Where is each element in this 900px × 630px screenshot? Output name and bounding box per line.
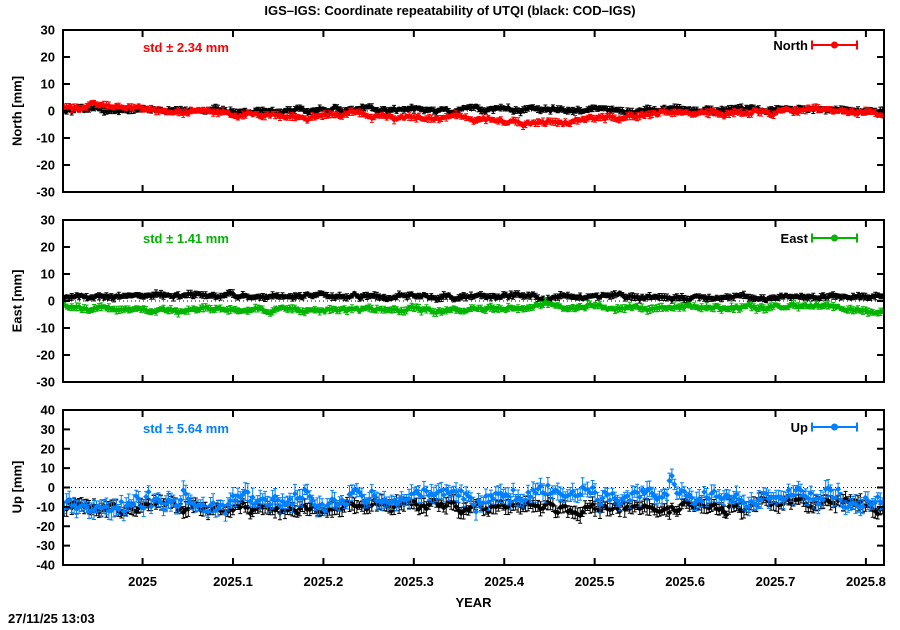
y-tick-label: 10 [41, 77, 55, 92]
ticks-east: -30 -20 -10 0 10 20 30 [36, 213, 884, 390]
x-tick-label: 2025.3 [394, 574, 434, 589]
y-tick-label: -10 [36, 321, 55, 336]
y-tick-label: 30 [41, 23, 55, 38]
x-tick-label: 2025.5 [575, 574, 615, 589]
series-up-igs-igs [64, 468, 883, 522]
y-tick-label: 30 [41, 213, 55, 228]
ticks-north: -30 -20 -10 0 10 20 30 [36, 23, 884, 200]
y-tick-label: -20 [36, 348, 55, 363]
std-annotation-up: std ± 5.64 mm [143, 421, 229, 436]
x-tick-label: 2025.6 [665, 574, 705, 589]
series-north-igs-igs [64, 99, 883, 130]
y-tick-label: -40 [36, 558, 55, 573]
y-tick-label: 10 [41, 267, 55, 282]
legend-label-up: Up [790, 420, 808, 435]
series-east-igs-igs [64, 297, 883, 318]
y-tick-label: -20 [36, 519, 55, 534]
y-tick-label: 0 [48, 480, 55, 495]
x-tick-label: 2025 [128, 574, 157, 589]
legend-sample-up [811, 422, 858, 432]
timestamp: 27/11/25 13:03 [8, 611, 95, 626]
y-tick-label: 0 [48, 294, 55, 309]
y-tick-label: -20 [36, 158, 55, 173]
y-tick-label: 40 [41, 403, 55, 418]
y-tick-label: -30 [36, 538, 55, 553]
y-tick-label: 10 [41, 461, 55, 476]
y-axis-label-east: East [mm] [9, 269, 25, 333]
x-tick-label: 2025.7 [756, 574, 796, 589]
std-annotation-north: std ± 2.34 mm [143, 40, 229, 55]
chart-title: IGS–IGS: Coordinate repeatability of UTQ… [264, 3, 636, 18]
legend-sample-north [811, 40, 858, 50]
y-tick-label: 20 [41, 240, 55, 255]
y-tick-label: 20 [41, 441, 55, 456]
legend-label-north: North [773, 38, 808, 53]
y-axis-label-north: North [mm] [9, 75, 25, 147]
series-east-cod-igs [64, 289, 883, 304]
x-axis-label: YEAR [455, 595, 492, 610]
x-tick-label: 2025.4 [484, 574, 525, 589]
x-tick-label: 2025.1 [213, 574, 253, 589]
y-tick-label: 20 [41, 50, 55, 65]
x-tick-label: 2025.2 [304, 574, 344, 589]
y-tick-label: -10 [36, 499, 55, 514]
y-tick-label: 30 [41, 422, 55, 437]
legend-sample-east [811, 233, 858, 243]
legend-label-east: East [780, 231, 808, 246]
y-tick-label: -10 [36, 131, 55, 146]
x-tick-label: 2025.8 [846, 574, 886, 589]
std-annotation-east: std ± 1.41 mm [143, 231, 229, 246]
ticks-up: -40 -30 -20 -10 0 10 20 30 40 [36, 403, 884, 573]
y-tick-label: -30 [36, 375, 55, 390]
y-axis-label-up: Up [mm] [9, 460, 25, 514]
y-tick-label: -30 [36, 185, 55, 200]
y-tick-label: 0 [48, 104, 55, 119]
